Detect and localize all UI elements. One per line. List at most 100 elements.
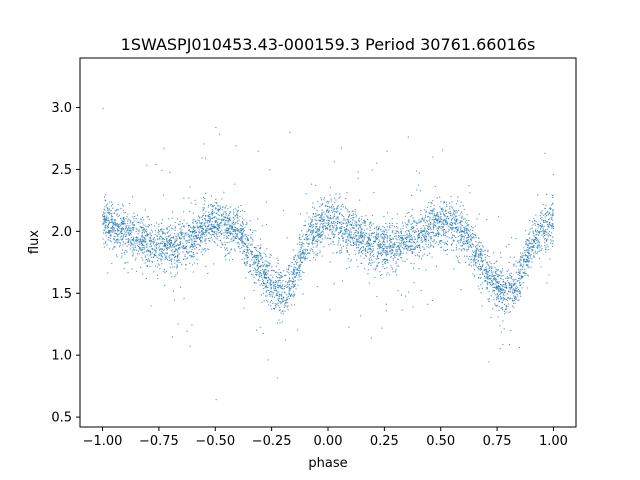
data-point: [383, 231, 385, 233]
data-point: [107, 226, 109, 228]
data-point: [199, 225, 201, 227]
data-point: [110, 227, 112, 229]
data-point: [177, 254, 179, 256]
data-point: [221, 206, 223, 208]
data-point: [161, 219, 163, 221]
data-point: [533, 235, 535, 237]
data-point: [522, 276, 524, 278]
data-point: [408, 230, 410, 232]
data-point: [264, 268, 266, 270]
data-point: [253, 262, 255, 264]
data-point: [123, 223, 125, 225]
data-point: [521, 276, 523, 278]
data-point: [189, 255, 191, 257]
data-point: [328, 224, 330, 226]
data-point: [154, 225, 156, 227]
data-point: [523, 254, 525, 256]
data-point: [407, 248, 409, 250]
data-point: [127, 241, 129, 243]
data-point: [237, 236, 239, 238]
data-point: [108, 223, 110, 225]
data-point: [209, 221, 211, 223]
data-point: [489, 270, 491, 272]
data-point: [118, 223, 120, 225]
data-point: [416, 222, 418, 224]
data-point: [519, 261, 521, 263]
data-point: [115, 223, 117, 225]
data-point: [418, 256, 420, 258]
data-point: [284, 302, 286, 304]
data-point: [417, 245, 419, 247]
data-point: [253, 254, 255, 256]
data-point: [161, 248, 163, 250]
data-point: [130, 245, 132, 247]
data-point: [394, 255, 396, 257]
data-point: [278, 296, 280, 298]
data-point: [434, 216, 436, 218]
data-point: [105, 241, 107, 243]
data-point: [443, 202, 445, 204]
data-point: [552, 240, 554, 242]
data-point: [156, 247, 158, 249]
data-point: [532, 230, 534, 232]
data-point: [480, 254, 482, 256]
data-point: [209, 204, 211, 206]
data-point: [231, 238, 233, 240]
data-point: [260, 259, 262, 261]
data-point: [284, 292, 286, 294]
data-point: [364, 225, 366, 227]
data-point: [279, 284, 281, 286]
data-point: [293, 259, 295, 261]
data-point: [244, 234, 246, 236]
data-point: [511, 305, 513, 307]
data-point: [309, 229, 311, 231]
data-point: [174, 240, 176, 242]
data-point: [437, 219, 439, 221]
data-point: [427, 303, 429, 305]
data-point: [171, 227, 173, 229]
data-point: [150, 224, 152, 226]
data-point: [495, 261, 497, 263]
data-point: [301, 261, 303, 263]
data-point: [251, 243, 253, 245]
data-point: [384, 268, 386, 270]
data-point: [479, 277, 481, 279]
data-point: [304, 250, 306, 252]
data-point: [368, 282, 370, 284]
data-point: [207, 226, 209, 228]
data-point: [390, 246, 392, 248]
data-point: [376, 265, 378, 267]
data-point: [499, 283, 501, 285]
data-point: [433, 235, 435, 237]
data-point: [380, 247, 382, 249]
data-point: [480, 277, 482, 279]
data-point: [543, 214, 545, 216]
data-point: [279, 322, 281, 324]
data-point: [130, 236, 132, 238]
data-point: [264, 277, 266, 279]
data-point: [341, 226, 343, 228]
data-point: [340, 147, 342, 149]
data-point: [212, 231, 214, 233]
data-point: [405, 244, 407, 246]
data-point: [435, 225, 437, 227]
data-point: [117, 204, 119, 206]
data-point: [335, 208, 337, 210]
data-point: [304, 257, 306, 259]
data-point: [319, 250, 321, 252]
data-point: [146, 258, 148, 260]
data-point: [278, 297, 280, 299]
data-point: [167, 227, 169, 229]
data-point: [518, 299, 520, 301]
data-point: [320, 235, 322, 237]
data-point: [394, 254, 396, 256]
data-point: [137, 229, 139, 231]
data-point: [209, 216, 211, 218]
data-point: [476, 249, 478, 251]
data-point: [319, 252, 321, 254]
data-point: [479, 267, 481, 269]
data-point: [495, 296, 497, 298]
data-point: [194, 227, 196, 229]
data-point: [270, 282, 272, 284]
data-point: [190, 202, 192, 204]
